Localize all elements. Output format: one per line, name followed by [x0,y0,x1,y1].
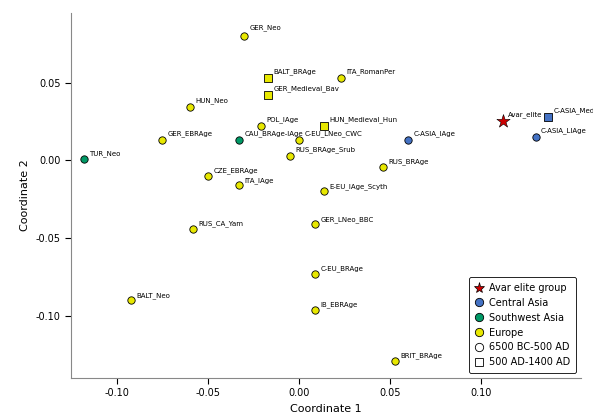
Text: HUN_Medieval_Hun: HUN_Medieval_Hun [330,116,398,123]
Text: Avar_elite: Avar_elite [508,112,543,118]
Point [498,118,508,125]
Point [189,226,198,232]
Text: CAU_BRAge-IAge: CAU_BRAge-IAge [244,130,303,137]
X-axis label: Coordinate 1: Coordinate 1 [291,404,362,414]
Text: ITA_IAge: ITA_IAge [244,177,273,184]
Text: GER_EBRAge: GER_EBRAge [168,130,213,137]
Text: RUS_CA_Yam: RUS_CA_Yam [199,220,244,227]
Point [256,123,265,129]
Point [336,74,346,81]
Text: POL_IAge: POL_IAge [266,116,298,123]
Point [285,152,295,159]
Text: ITA_RomanPer: ITA_RomanPer [346,68,396,75]
Text: GER_Medieval_Bav: GER_Medieval_Bav [273,85,339,92]
Text: C-ASIA_LIAge: C-ASIA_LIAge [541,127,587,134]
Text: GER_Neo: GER_Neo [250,24,282,31]
Text: RUS_BRAge_Srub: RUS_BRAge_Srub [295,146,355,152]
Point [403,137,413,144]
Y-axis label: Coordinate 2: Coordinate 2 [20,160,30,231]
Text: BALT_Neo: BALT_Neo [137,292,171,299]
Point [79,155,89,162]
Text: BRIT_BRAge: BRIT_BRAge [401,353,443,360]
Text: C-ASIA_IAge: C-ASIA_IAge [413,130,455,137]
Point [234,182,244,189]
Point [263,92,273,98]
Point [158,137,167,144]
Point [263,74,273,81]
Text: BALT_BRAge: BALT_BRAge [273,68,316,75]
Text: TUR_Neo: TUR_Neo [90,150,121,157]
Text: GER_LNeo_BBC: GER_LNeo_BBC [321,216,374,223]
Point [311,270,320,277]
Point [531,134,540,140]
Point [126,297,136,304]
Point [234,137,244,144]
Point [378,163,387,170]
Text: C-EU_LNeo_CWC: C-EU_LNeo_CWC [304,130,362,137]
Point [391,357,400,364]
Text: IB_EBRAge: IB_EBRAge [321,301,358,308]
Point [311,220,320,227]
Point [240,33,249,39]
Text: C-EU_BRAge: C-EU_BRAge [321,265,364,272]
Text: HUN_Neo: HUN_Neo [195,97,228,104]
Point [185,104,195,111]
Point [320,188,329,195]
Text: C-ASIA_Mediev: C-ASIA_Mediev [554,107,593,114]
Text: RUS_BRAge: RUS_BRAge [388,158,429,165]
Point [203,173,212,179]
Point [320,123,329,129]
Point [311,306,320,313]
Point [294,137,304,144]
Legend: Avar elite group, Central Asia, Southwest Asia, Europe, 6500 BC-500 AD, 500 AD-1: Avar elite group, Central Asia, Southwes… [469,277,576,373]
Text: E-EU_IAge_Scyth: E-EU_IAge_Scyth [330,183,388,190]
Point [544,113,553,120]
Text: CZE_EBRAge: CZE_EBRAge [213,168,258,174]
